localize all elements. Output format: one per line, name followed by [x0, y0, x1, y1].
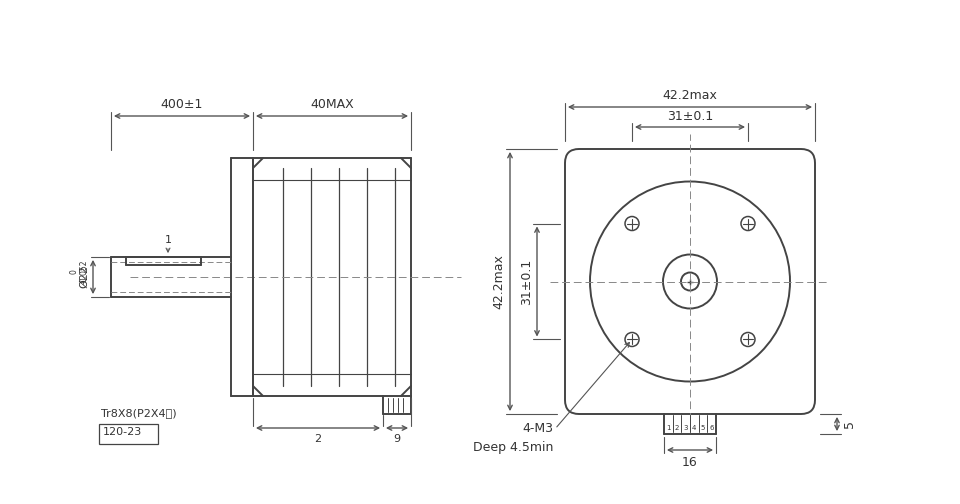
- Text: 4-M3: 4-M3: [522, 422, 553, 435]
- Text: 42.2max: 42.2max: [492, 254, 505, 309]
- Text: 2: 2: [315, 434, 322, 444]
- Text: 1: 1: [164, 235, 172, 245]
- Text: 31±0.1: 31±0.1: [520, 259, 533, 304]
- Text: 4: 4: [692, 425, 697, 431]
- Text: 9: 9: [394, 434, 400, 444]
- Text: 1: 1: [666, 425, 671, 431]
- Text: 6: 6: [709, 425, 714, 431]
- Text: Tr8X8(P2X4头): Tr8X8(P2X4头): [101, 408, 177, 418]
- Text: 3: 3: [684, 425, 688, 431]
- Text: 400±1: 400±1: [161, 98, 204, 111]
- Text: 5: 5: [843, 420, 856, 428]
- Text: 40MAX: 40MAX: [310, 98, 354, 111]
- Text: Ø22: Ø22: [79, 266, 89, 288]
- Text: 42.2max: 42.2max: [662, 89, 717, 102]
- Text: 16: 16: [683, 456, 698, 469]
- Text: 0
-0.052: 0 -0.052: [70, 260, 88, 284]
- Text: 5: 5: [701, 425, 706, 431]
- Text: Deep 4.5min: Deep 4.5min: [472, 440, 553, 454]
- Text: 2: 2: [675, 425, 679, 431]
- Text: 120-23: 120-23: [103, 427, 142, 437]
- Text: 31±0.1: 31±0.1: [667, 110, 713, 123]
